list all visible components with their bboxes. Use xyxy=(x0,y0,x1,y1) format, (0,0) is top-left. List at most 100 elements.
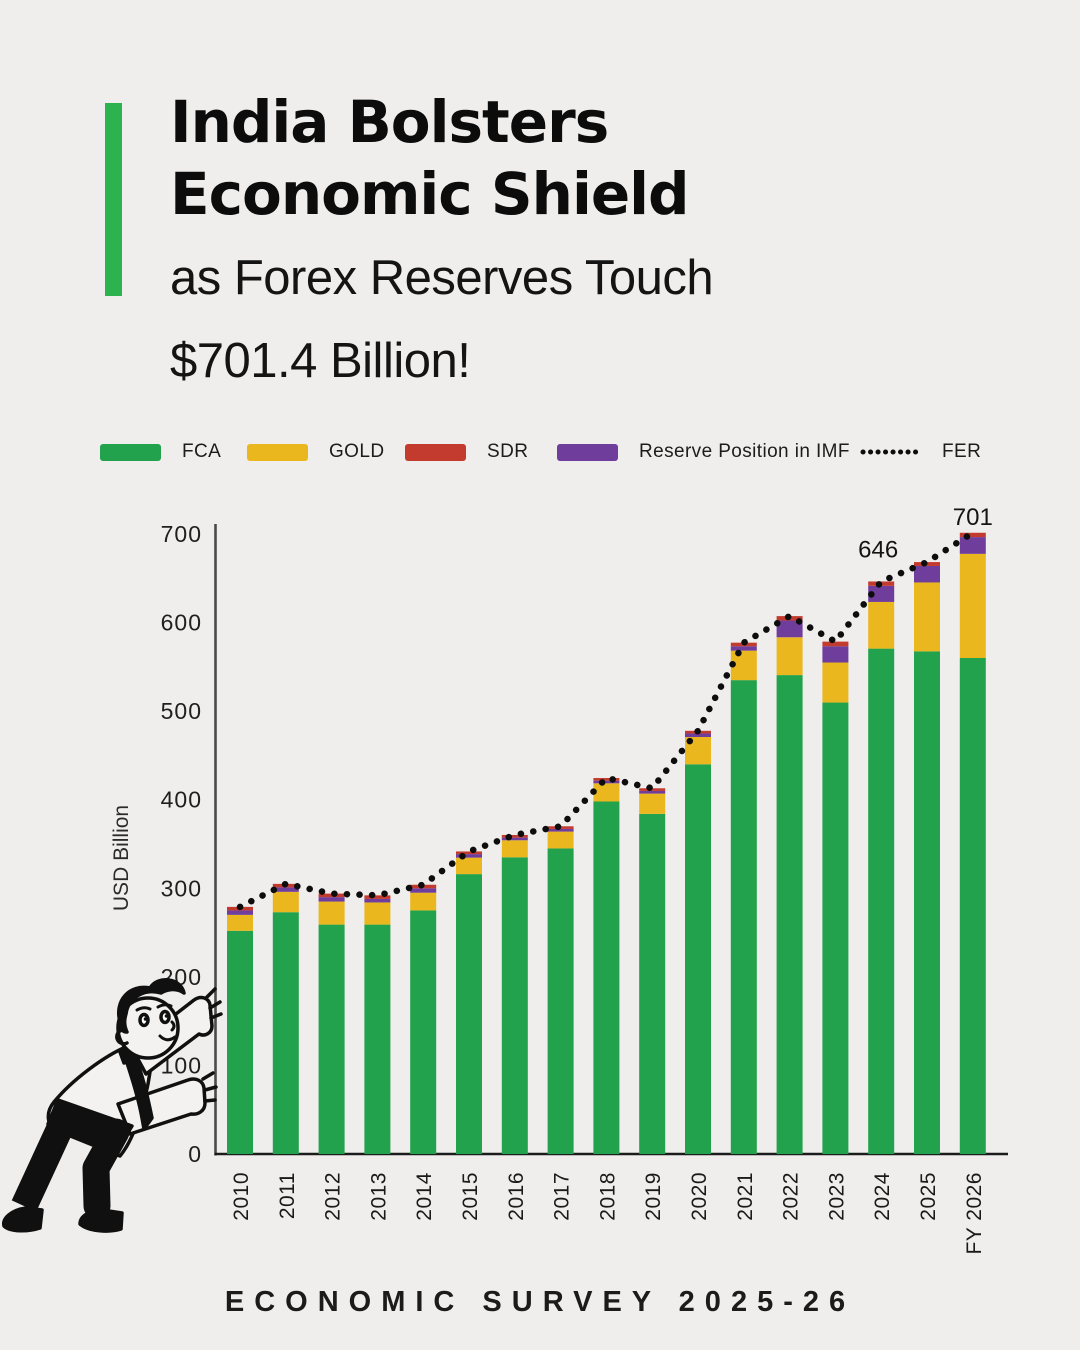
bar-segment-fca-2020 xyxy=(685,764,711,1154)
x-axis-tick-label: 2022 xyxy=(780,1172,803,1221)
man-upper-hand xyxy=(204,987,223,1020)
bar-segment-fca-2022 xyxy=(776,675,803,1154)
x-axis-tick-label: FY 2026 xyxy=(963,1172,986,1255)
bar-segment-reserve-position-in-imf-2020 xyxy=(685,733,711,738)
man-hair xyxy=(117,978,186,1034)
legend-label: FCA xyxy=(182,441,222,462)
bar-segment-fca-2021 xyxy=(730,680,757,1154)
x-axis-tick-label: 2021 xyxy=(734,1172,757,1221)
page-title-line1: India Bolsters xyxy=(170,88,609,156)
x-axis-tick-label: 2013 xyxy=(367,1172,390,1221)
bar-segment-gold-2010 xyxy=(227,914,253,931)
bar-segment-reserve-position-in-imf-2018 xyxy=(593,780,620,784)
bar-segment-gold-2015 xyxy=(456,857,482,875)
bar-segment-gold-2013 xyxy=(364,902,391,925)
man-ear xyxy=(115,1028,129,1046)
bar-segment-fca-2016 xyxy=(501,857,528,1154)
legend-swatch xyxy=(405,443,466,461)
bar-segment-reserve-position-in-imf-2021 xyxy=(730,646,757,651)
page-subtitle-line1: as Forex Reserves Touch xyxy=(170,251,714,305)
y-axis-tick-label: 300 xyxy=(161,875,202,901)
bar-segment-reserve-position-in-imf-2025 xyxy=(914,565,940,583)
y-axis-tick-label: 700 xyxy=(161,521,202,547)
bar-segment-reserve-position-in-imf-2016 xyxy=(501,837,528,841)
x-axis-tick-label: 2012 xyxy=(322,1172,345,1221)
title-block: India Bolsters Economic Shield as Forex … xyxy=(170,86,714,396)
bar-segment-reserve-position-in-imf-2014 xyxy=(410,888,437,893)
legend-swatch xyxy=(100,443,161,461)
bar-segment-reserve-position-in-imf-2011 xyxy=(272,887,299,892)
bar-segment-fca-2019 xyxy=(639,813,666,1154)
bar-segment-fca-2011 xyxy=(272,912,299,1154)
x-axis-tick-label: 2018 xyxy=(596,1172,619,1221)
y-axis-tick-label: 600 xyxy=(161,610,202,636)
legend-label: SDR xyxy=(487,441,529,462)
bar-segment-fca-2023 xyxy=(822,702,849,1154)
bar-segment-reserve-position-in-imf-2017 xyxy=(547,828,574,832)
bar-segment-gold-2014 xyxy=(410,892,437,911)
legend-dotted-line-sample xyxy=(860,449,924,455)
bar-segment-gold-2016 xyxy=(501,840,528,858)
bar-segment-gold-2012 xyxy=(318,901,345,925)
legend-swatch xyxy=(557,443,618,461)
legend-label: Reserve Position in IMF xyxy=(639,441,850,462)
bar-segment-reserve-position-in-imf-2019 xyxy=(639,790,666,794)
man-eye-right xyxy=(159,1009,171,1025)
man-pushing-chart-illustration xyxy=(2,978,223,1233)
bar-segment-reserve-position-in-imf-2022 xyxy=(776,620,803,638)
bar-segment-reserve-position-in-imf-2023 xyxy=(822,646,849,663)
legend-label: GOLD xyxy=(329,441,385,462)
bar-segment-reserve-position-in-imf-2010 xyxy=(227,910,253,915)
bar-segment-reserve-position-in-imf-2012 xyxy=(318,897,345,902)
bar-segment-reserve-position-in-imf-2024 xyxy=(868,585,895,602)
bar-segment-fca-2018 xyxy=(593,801,620,1154)
legend-item-sdr: SDR xyxy=(405,438,528,466)
bar-segment-gold-2017 xyxy=(547,831,574,849)
bar-segment-sdr-2018 xyxy=(593,778,620,781)
legend-item-fca: FCA xyxy=(100,438,221,466)
legend-item-fer: FER xyxy=(860,438,981,466)
x-axis-tick-label: 2010 xyxy=(230,1172,253,1221)
footer-caption: ECONOMIC SURVEY 2025-26 xyxy=(224,1286,856,1318)
fer-dotted-line xyxy=(236,529,977,911)
x-axis-tick-label: 2014 xyxy=(413,1172,436,1221)
value-annotation-646: 646 xyxy=(858,536,898,563)
bar-segment-fca-FY-2026 xyxy=(959,658,986,1154)
bar-segment-reserve-position-in-imf-2013 xyxy=(364,898,391,903)
y-axis-tick-label: 500 xyxy=(161,698,202,724)
bar-segment-fca-2015 xyxy=(456,874,482,1154)
man-smile xyxy=(158,1034,177,1042)
legend-swatch xyxy=(247,443,308,461)
legend-label: FER xyxy=(942,441,982,462)
bar-segment-gold-2025 xyxy=(914,582,940,652)
bar-segment-fca-2010 xyxy=(227,930,253,1154)
x-axis-tick-label: 2017 xyxy=(551,1172,574,1221)
legend-item-reserve-position-in-imf: Reserve Position in IMF xyxy=(557,438,850,466)
bar-segment-sdr-2013 xyxy=(364,895,391,899)
bar-segment-reserve-position-in-imf-2015 xyxy=(456,854,482,858)
x-axis-tick-label: 2023 xyxy=(825,1172,848,1221)
y-axis-title: USD Billion xyxy=(110,805,133,911)
x-axis-tick-label: 2016 xyxy=(505,1172,528,1221)
bar-segment-gold-2022 xyxy=(776,637,803,676)
value-annotation-701: 701 xyxy=(953,504,993,531)
man-eyebrows xyxy=(135,1003,173,1012)
bar-segment-gold-FY-2026 xyxy=(959,553,986,658)
x-axis-tick-label: 2025 xyxy=(917,1172,940,1221)
legend-item-gold: GOLD xyxy=(247,438,384,466)
bar-segment-sdr-2015 xyxy=(456,851,482,855)
x-axis-tick-label: 2019 xyxy=(642,1172,665,1221)
bar-segment-fca-2024 xyxy=(868,648,895,1154)
bar-segment-fca-2012 xyxy=(318,924,345,1154)
title-accent-bar xyxy=(105,103,122,296)
y-axis-tick-label: 400 xyxy=(161,787,202,813)
bar-segment-gold-2024 xyxy=(868,601,895,649)
x-axis-tick-label: 2020 xyxy=(688,1172,711,1221)
bar-segment-gold-2011 xyxy=(272,891,299,913)
man-lower-hand xyxy=(201,1071,218,1103)
y-axis-tick-label: 0 xyxy=(188,1141,202,1167)
bar-segment-fca-2025 xyxy=(914,651,940,1154)
man-tie xyxy=(125,1057,154,1131)
